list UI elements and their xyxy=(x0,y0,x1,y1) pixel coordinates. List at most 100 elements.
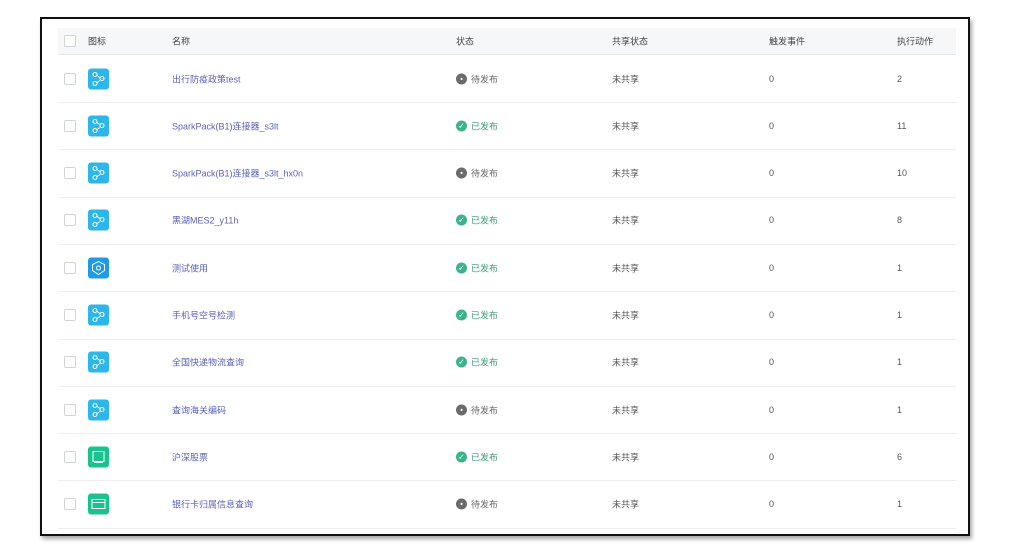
status-text: 已发布 xyxy=(471,357,499,368)
action-count: 1 xyxy=(897,499,903,510)
row-name-link[interactable]: 查询海关编码 xyxy=(172,405,227,416)
status-text: 已发布 xyxy=(471,263,499,274)
header-actions[interactable]: 执行动作 xyxy=(897,36,934,47)
row-name-link[interactable]: SparkPack(B1)连接器_s3lt_hx0n xyxy=(172,168,304,179)
share-status: 未共享 xyxy=(612,168,640,179)
row-checkbox[interactable] xyxy=(64,119,76,132)
row-checkbox[interactable] xyxy=(64,450,76,463)
trigger-count: 0 xyxy=(769,499,775,510)
status-badge: ✓ 已发布 xyxy=(456,261,498,274)
trigger-count: 0 xyxy=(769,73,775,84)
status-badge: ✓ 已发布 xyxy=(456,214,498,227)
status-badge: • 待发布 xyxy=(456,72,498,85)
card-icon xyxy=(88,493,109,515)
status-badge: • 待发布 xyxy=(456,498,498,511)
trigger-count: 0 xyxy=(769,451,775,462)
check-circle-icon: ✓ xyxy=(456,214,467,226)
trigger-count: 0 xyxy=(769,357,775,368)
header-trigger[interactable]: 触发事件 xyxy=(769,36,806,47)
pending-circle-icon: • xyxy=(456,498,467,510)
status-text: 已发布 xyxy=(471,121,499,132)
select-all-checkbox[interactable] xyxy=(64,35,76,47)
row-name-link[interactable]: SparkPack(B1)连接器_s3lt xyxy=(172,121,279,132)
flow-icon xyxy=(88,304,109,326)
table-row[interactable]: SparkPack(B1)连接器_s3lt ✓ 已发布 未共享 0 11 xyxy=(58,102,956,151)
share-status: 未共享 xyxy=(612,74,640,84)
flow-icon xyxy=(88,399,109,421)
row-name-link[interactable]: 测试使用 xyxy=(172,263,209,274)
shield-icon xyxy=(88,257,109,279)
pending-circle-icon: • xyxy=(456,404,467,416)
status-text: 待发布 xyxy=(471,74,499,84)
check-circle-icon: ✓ xyxy=(456,120,467,132)
status-text: 已发布 xyxy=(471,215,499,226)
check-circle-icon: ✓ xyxy=(456,262,467,274)
check-circle-icon: ✓ xyxy=(456,451,467,463)
flow-icon xyxy=(88,351,109,373)
table-row[interactable]: 黑湖MES2_y11h ✓ 已发布 未共享 0 8 xyxy=(58,197,956,245)
action-count: 8 xyxy=(897,215,903,226)
status-badge: • 待发布 xyxy=(456,403,498,416)
chart-icon xyxy=(88,446,109,468)
table-row[interactable]: 查询海关编码 • 待发布 未共享 0 1 xyxy=(58,386,956,435)
action-count: 1 xyxy=(897,404,903,415)
row-checkbox[interactable] xyxy=(64,261,76,274)
trigger-count: 0 xyxy=(769,262,775,273)
action-count: 11 xyxy=(897,120,907,131)
row-name-link[interactable]: 全国快递物流查询 xyxy=(172,357,245,368)
status-text: 已发布 xyxy=(471,310,499,321)
table-row[interactable]: SparkPack(B1)连接器_s3lt_hx0n • 待发布 未共享 0 10 xyxy=(58,150,956,198)
action-count: 1 xyxy=(897,262,903,273)
table-row[interactable]: 沪深股票 ✓ 已发布 未共享 0 6 xyxy=(58,433,956,482)
table-row[interactable]: 银行卡归属信息查询 • 待发布 未共享 0 1 xyxy=(58,481,956,529)
flow-icon xyxy=(88,209,109,231)
share-status: 未共享 xyxy=(612,499,640,510)
row-checkbox[interactable] xyxy=(64,214,76,227)
trigger-count: 0 xyxy=(769,404,775,415)
row-checkbox[interactable] xyxy=(64,498,76,511)
trigger-count: 0 xyxy=(769,310,775,320)
header-status[interactable]: 状态 xyxy=(456,36,475,47)
share-status: 未共享 xyxy=(612,215,640,226)
row-name-link[interactable]: 沪深股票 xyxy=(172,452,209,463)
share-status: 未共享 xyxy=(612,263,640,274)
header-share[interactable]: 共享状态 xyxy=(612,36,649,47)
share-status: 未共享 xyxy=(612,452,640,463)
row-checkbox[interactable] xyxy=(64,72,76,85)
row-checkbox[interactable] xyxy=(64,356,76,369)
action-count: 2 xyxy=(897,73,903,84)
row-name-link[interactable]: 出行防疫政策test xyxy=(172,74,241,84)
status-text: 待发布 xyxy=(471,499,499,510)
table-row[interactable]: 出行防疫政策test • 待发布 未共享 0 2 xyxy=(58,55,956,103)
check-circle-icon: ✓ xyxy=(456,356,467,368)
flow-icon xyxy=(88,162,109,184)
status-text: 待发布 xyxy=(471,168,499,179)
status-badge: • 待发布 xyxy=(456,167,498,180)
connector-table: 图标 名称 状态 共享状态 触发事件 执行动作 出行防疫政策test • 待发布 … xyxy=(40,17,970,536)
header-name[interactable]: 名称 xyxy=(172,36,191,47)
table-row[interactable]: 全国快递物流查询 ✓ 已发布 未共享 0 1 xyxy=(58,339,956,387)
row-checkbox[interactable] xyxy=(64,309,76,321)
trigger-count: 0 xyxy=(769,168,775,179)
share-status: 未共享 xyxy=(612,121,640,132)
check-circle-icon: ✓ xyxy=(456,309,467,321)
action-count: 1 xyxy=(897,310,903,320)
status-text: 已发布 xyxy=(471,452,499,463)
share-status: 未共享 xyxy=(612,405,640,416)
row-name-link[interactable]: 手机号空号检测 xyxy=(172,310,236,321)
trigger-count: 0 xyxy=(769,215,775,226)
status-badge: ✓ 已发布 xyxy=(456,119,498,132)
flow-icon xyxy=(88,68,109,89)
action-count: 1 xyxy=(897,357,903,368)
share-status: 未共享 xyxy=(612,310,640,321)
action-count: 10 xyxy=(897,168,908,179)
row-name-link[interactable]: 黑湖MES2_y11h xyxy=(172,215,239,226)
table-row[interactable]: 测试使用 ✓ 已发布 未共享 0 1 xyxy=(58,244,956,293)
status-badge: ✓ 已发布 xyxy=(456,356,498,369)
table-row[interactable]: 手机号空号检测 ✓ 已发布 未共享 0 1 xyxy=(58,292,956,340)
row-checkbox[interactable] xyxy=(64,167,76,180)
row-checkbox[interactable] xyxy=(64,403,76,416)
status-text: 待发布 xyxy=(471,405,499,416)
row-name-link[interactable]: 银行卡归属信息查询 xyxy=(172,499,254,510)
header-icon: 图标 xyxy=(88,36,107,47)
